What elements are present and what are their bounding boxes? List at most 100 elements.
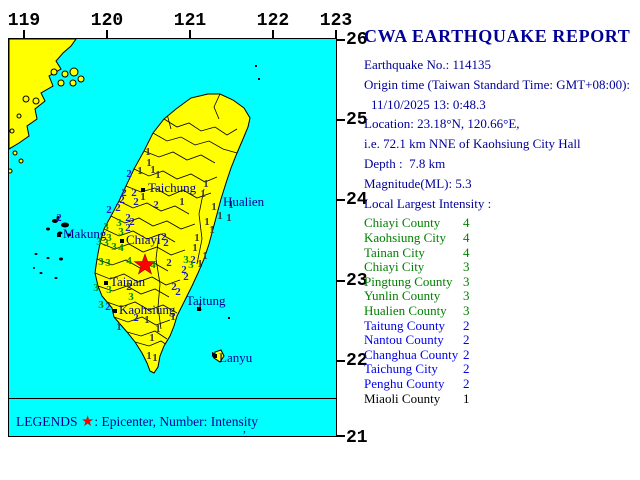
intensity-number: 1 xyxy=(192,241,198,254)
intensity-number: 1 xyxy=(155,168,161,181)
intensity-row: Penghu County 2 xyxy=(364,375,638,392)
intensity-value: 4 xyxy=(463,215,470,231)
city-label-makung: Makung xyxy=(63,226,107,241)
intensity-value: 4 xyxy=(463,229,470,245)
lon-label: 123 xyxy=(319,11,353,31)
lon-label: 122 xyxy=(256,11,290,31)
intensity-number: 1 xyxy=(197,301,203,313)
lon-label: 121 xyxy=(173,11,207,31)
intensity-number: 1 xyxy=(137,164,143,177)
lat-tick xyxy=(337,199,345,201)
china-coast xyxy=(9,39,85,174)
city-marker-tainan xyxy=(104,281,108,285)
intensity-number: 4 xyxy=(150,258,156,271)
lon-tick xyxy=(272,30,274,38)
intensity-number: 2 xyxy=(183,270,189,283)
lat-label: 22 xyxy=(346,351,368,371)
report-panel: CWA EARTHQUAKE REPORT Earthquake No.: 11… xyxy=(364,26,638,406)
intensity-number: 1 xyxy=(146,349,152,362)
city-marker-makung xyxy=(57,233,61,237)
intensity-number: 2 xyxy=(115,201,121,214)
intensity-number: 3 xyxy=(98,298,104,311)
report-line: Depth : 7.8 km xyxy=(364,155,446,171)
lat-label: 23 xyxy=(346,271,368,291)
report-line: Origin time (Taiwan Standard Time: GMT+0… xyxy=(364,76,631,92)
intensity-number: 1 xyxy=(145,145,151,158)
intensity-row: Nantou County 2 xyxy=(364,332,638,348)
intensity-number: 1 xyxy=(170,310,176,323)
intensity-number: 3 xyxy=(93,281,99,294)
intensity-number: 1 xyxy=(209,223,215,236)
intensity-row: Kaohsiung City 4 xyxy=(364,229,638,246)
lon-label: 120 xyxy=(90,11,124,31)
intensity-number: 3 xyxy=(103,236,109,249)
intensity-number: 2 xyxy=(129,215,135,228)
intensity-number: 3 xyxy=(116,216,122,229)
lat-tick xyxy=(337,360,345,362)
lon-label: 119 xyxy=(7,11,41,31)
lat-tick xyxy=(337,435,345,437)
intensity-number: 2 xyxy=(126,280,132,293)
intensity-row: Hualien County 3 xyxy=(364,302,638,319)
intensity-number: 2 xyxy=(163,236,169,249)
city-marker-lanyu xyxy=(213,354,217,358)
intensity-value: 3 xyxy=(463,288,470,304)
report-line: Location: 23.18°N, 120.66°E, xyxy=(364,116,520,132)
intensity-number: 2 xyxy=(119,193,125,206)
city-label-taitung: Taitung xyxy=(186,293,226,308)
intensity-number: 2 xyxy=(56,211,62,224)
city-marker-taichung xyxy=(141,188,145,192)
intensity-number: 1 xyxy=(217,209,223,222)
intensity-value: 3 xyxy=(463,273,470,289)
intensity-value: 2 xyxy=(463,346,470,362)
intensity-number: 2 xyxy=(125,221,131,234)
intensity-number: 1 xyxy=(179,195,185,208)
report-line: i.e. 72.1 km NNE of Kaohsiung City Hall xyxy=(364,136,581,152)
intensity-area-name: Penghu County xyxy=(364,375,445,391)
intensity-value: 3 xyxy=(463,302,470,318)
intensity-number: 2 xyxy=(126,167,132,180)
intensity-number: 3 xyxy=(106,283,112,296)
intensity-number: 2 xyxy=(175,285,181,298)
lon-tick xyxy=(23,30,25,38)
city-label-kaohsiung: Kaohsiung xyxy=(119,302,176,317)
city-label-tainan: Tainan xyxy=(110,274,146,289)
city-marker-chiayi xyxy=(120,239,124,243)
intensity-value: 1 xyxy=(463,390,470,406)
city-label-hualien: Hualien xyxy=(223,194,265,209)
stray-mark: , xyxy=(243,421,246,435)
intensity-number: 3 xyxy=(105,256,111,269)
intensity-number: 4 xyxy=(126,254,132,267)
intensity-number: 3 xyxy=(118,225,124,238)
intensity-number: 1 xyxy=(140,190,146,203)
intensity-row: Chiayi City 3 xyxy=(364,259,638,275)
intensity-number: 2 xyxy=(133,311,139,324)
intensity-value: 2 xyxy=(463,332,470,348)
report-line: 11/10/2025 13: 0:48.3 xyxy=(371,96,486,112)
city-label-lanyu: Lanyu xyxy=(219,350,253,365)
legend-description: : Epicenter, Number: Intensity xyxy=(94,414,258,429)
intensity-row: Changhua County 2 xyxy=(364,346,638,363)
report-line: Magnitude(ML): 5.3 xyxy=(364,175,472,191)
intensity-area-name: Miaoli County xyxy=(364,390,441,406)
intensity-number: 1 xyxy=(152,351,158,364)
intensity-number: 1 xyxy=(149,331,155,344)
intensity-row: Chiayi County 4 xyxy=(364,216,638,231)
intensity-number: 2 xyxy=(106,203,112,216)
intensity-number: 3 xyxy=(96,235,102,248)
intensity-number: 3 xyxy=(98,255,104,268)
intensity-number: 4 xyxy=(118,241,124,254)
intensity-number: 1 xyxy=(211,200,217,213)
intensity-area-name: Tainan City xyxy=(364,244,425,260)
intensity-number: 2 xyxy=(131,186,137,199)
intensity-area-name: Pingtung County xyxy=(364,273,453,289)
intensity-area-name: Changhua County xyxy=(364,346,459,362)
report-title: CWA EARTHQUAKE REPORT xyxy=(364,26,631,46)
report-line: Local Largest Intensity : xyxy=(364,195,492,211)
intensity-number: 3 xyxy=(128,290,134,303)
intensity-area-name: Chiayi City xyxy=(364,259,425,275)
intensity-number: 1 xyxy=(226,211,232,224)
intensity-number: 3 xyxy=(103,220,109,233)
intensity-number: 3 xyxy=(106,231,112,244)
